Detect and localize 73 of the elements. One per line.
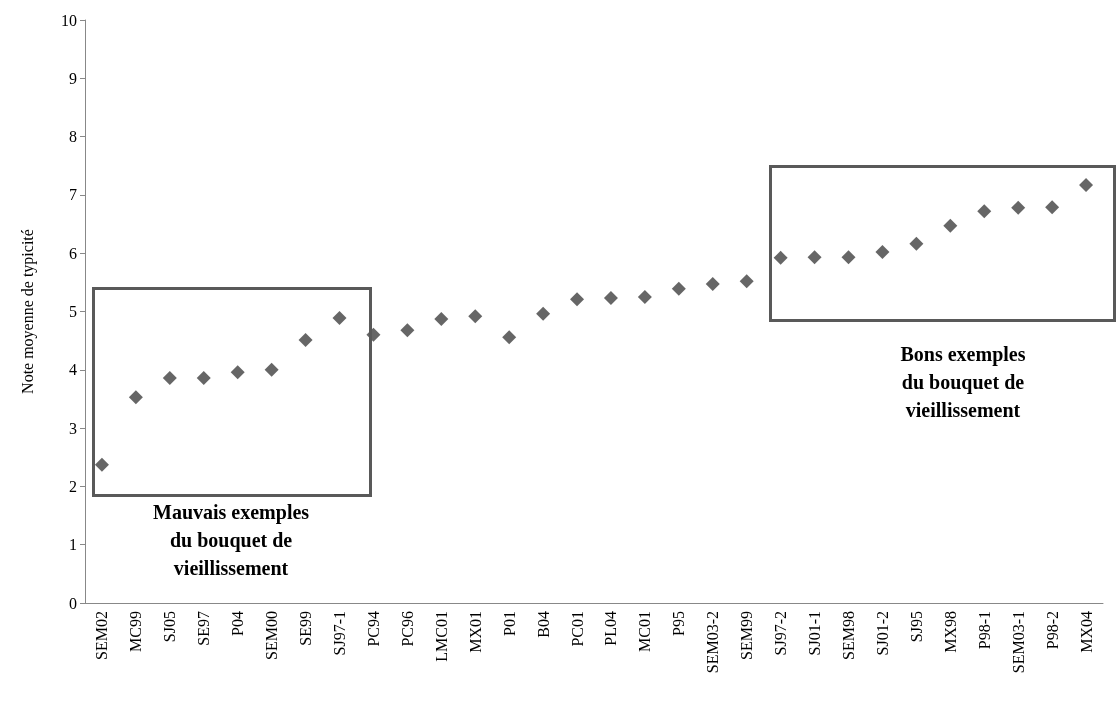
x-tick-label: PL04: [602, 611, 620, 646]
x-tick-label: PC94: [364, 611, 382, 647]
annotation: Mauvais exemples du bouquet de vieillissement: [153, 500, 310, 581]
x-tick-label: SJ05: [161, 611, 179, 643]
x-tick-label: SJ95: [907, 611, 925, 643]
point: [705, 277, 720, 292]
y-tick-label: 9: [69, 69, 77, 87]
x-tick-label: SEM00: [263, 611, 281, 660]
point: [909, 236, 924, 251]
x-tick-label: SE99: [297, 611, 315, 646]
point: [502, 330, 517, 345]
y-axis-title: Note moyenne de typicité: [18, 229, 37, 394]
y-tick-label: 8: [69, 128, 77, 146]
y-tick-label: 6: [69, 244, 77, 262]
annotation: Bons exemples du bouquet de vieillissement: [900, 342, 1026, 423]
y-tick-label: 1: [69, 536, 77, 554]
x-tick-label: MX01: [466, 611, 484, 653]
y-tick-label: 5: [69, 303, 77, 320]
point: [773, 250, 788, 265]
point: [400, 323, 415, 338]
x-tick-label: SEM03-1: [1009, 611, 1027, 674]
point: [875, 245, 890, 260]
point: [536, 306, 551, 321]
x-tick-label: SJ01-2: [873, 611, 891, 656]
point: [434, 312, 449, 327]
x-tick-label: P04: [229, 611, 247, 636]
point: [468, 309, 483, 324]
point: [332, 310, 347, 325]
point: [943, 218, 958, 233]
point: [570, 292, 585, 307]
point: [671, 281, 686, 296]
point: [196, 370, 211, 385]
point: [94, 457, 109, 472]
x-tick-label: MX98: [941, 611, 959, 653]
x-tick-label: MC01: [636, 611, 654, 652]
x-tick-label: P98-2: [1043, 611, 1061, 650]
x-tick-label: P95: [670, 611, 688, 636]
y-tick-label: 7: [69, 186, 77, 204]
x-tick-label: SEM03-2: [704, 611, 722, 674]
x-tick-label: PC96: [398, 611, 416, 647]
point: [128, 390, 143, 405]
point: [1079, 177, 1094, 192]
x-tick-label: MX04: [1077, 611, 1095, 653]
point: [1011, 200, 1026, 215]
point: [977, 204, 992, 219]
y-tick-label: 2: [69, 477, 77, 495]
x-tick-label: SJ97-1: [331, 611, 348, 656]
y-tick-label: 4: [69, 361, 77, 379]
x-tick-label: SEM99: [738, 611, 756, 660]
x-tick-label: MC99: [127, 611, 145, 652]
y-tick-label: 10: [61, 11, 77, 29]
x-tick-label: B04: [534, 611, 552, 638]
y-tick-label: 0: [69, 594, 77, 612]
x-tick-label: PC01: [568, 611, 586, 647]
point: [807, 250, 822, 265]
point: [230, 365, 245, 380]
x-tick-label: LMC01: [432, 611, 450, 662]
x-tick-label: SJ97-2: [772, 611, 790, 656]
x-tick-label: SEM02: [93, 611, 111, 660]
point: [603, 291, 618, 306]
x-tick-label: SJ01-1: [806, 611, 824, 656]
y-tick-label: 3: [69, 419, 77, 437]
point: [841, 250, 856, 265]
point: [298, 333, 313, 348]
point: [162, 370, 177, 385]
point: [739, 274, 754, 289]
x-tick-label: P98-1: [975, 611, 993, 650]
x-tick-label: P01: [500, 611, 518, 636]
x-tick-label: SEM98: [840, 611, 857, 660]
point: [264, 362, 279, 377]
point: [1045, 200, 1060, 215]
x-tick-label: SE97: [195, 611, 213, 646]
point: [637, 289, 652, 304]
